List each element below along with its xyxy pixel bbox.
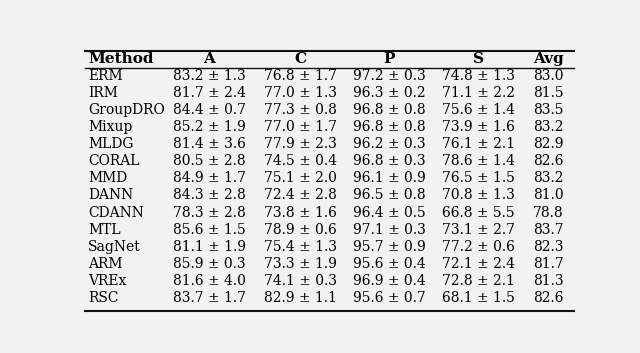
Text: 96.2 ± 0.3: 96.2 ± 0.3 (353, 137, 426, 151)
Text: 82.6: 82.6 (533, 291, 563, 305)
Text: Mixup: Mixup (88, 120, 132, 134)
Text: 83.2 ± 1.3: 83.2 ± 1.3 (173, 69, 245, 83)
Text: MLDG: MLDG (88, 137, 133, 151)
Text: 78.3 ± 2.8: 78.3 ± 2.8 (173, 205, 245, 220)
Text: 80.5 ± 2.8: 80.5 ± 2.8 (173, 154, 245, 168)
Text: IRM: IRM (88, 86, 118, 100)
Text: 83.2: 83.2 (533, 120, 563, 134)
Text: MMD: MMD (88, 172, 127, 185)
Text: 96.5 ± 0.8: 96.5 ± 0.8 (353, 189, 426, 203)
Text: 77.9 ± 2.3: 77.9 ± 2.3 (264, 137, 337, 151)
Text: 78.8: 78.8 (533, 205, 563, 220)
Text: 96.8 ± 0.8: 96.8 ± 0.8 (353, 120, 426, 134)
Text: 85.2 ± 1.9: 85.2 ± 1.9 (173, 120, 245, 134)
Text: 66.8 ± 5.5: 66.8 ± 5.5 (442, 205, 515, 220)
Text: 81.7: 81.7 (532, 257, 563, 271)
Text: 75.4 ± 1.3: 75.4 ± 1.3 (264, 240, 337, 254)
Text: 73.1 ± 2.7: 73.1 ± 2.7 (442, 223, 515, 237)
Text: Method: Method (88, 52, 154, 66)
Text: 81.3: 81.3 (533, 274, 563, 288)
Text: 83.7 ± 1.7: 83.7 ± 1.7 (173, 291, 246, 305)
Text: 68.1 ± 1.5: 68.1 ± 1.5 (442, 291, 515, 305)
Text: MTL: MTL (88, 223, 120, 237)
Text: CDANN: CDANN (88, 205, 144, 220)
Text: 76.1 ± 2.1: 76.1 ± 2.1 (442, 137, 515, 151)
Text: 77.0 ± 1.7: 77.0 ± 1.7 (264, 120, 337, 134)
Text: 73.3 ± 1.9: 73.3 ± 1.9 (264, 257, 337, 271)
Text: ERM: ERM (88, 69, 123, 83)
Text: 71.1 ± 2.2: 71.1 ± 2.2 (442, 86, 515, 100)
Text: 70.8 ± 1.3: 70.8 ± 1.3 (442, 189, 515, 203)
Text: 74.5 ± 0.4: 74.5 ± 0.4 (264, 154, 337, 168)
Text: 97.2 ± 0.3: 97.2 ± 0.3 (353, 69, 426, 83)
Text: 81.0: 81.0 (533, 189, 563, 203)
Text: 75.1 ± 2.0: 75.1 ± 2.0 (264, 172, 337, 185)
Text: 96.4 ± 0.5: 96.4 ± 0.5 (353, 205, 426, 220)
Text: 77.2 ± 0.6: 77.2 ± 0.6 (442, 240, 515, 254)
Text: A: A (203, 52, 215, 66)
Text: 73.8 ± 1.6: 73.8 ± 1.6 (264, 205, 337, 220)
Text: 82.9: 82.9 (533, 137, 563, 151)
Text: 78.9 ± 0.6: 78.9 ± 0.6 (264, 223, 337, 237)
Text: 81.1 ± 1.9: 81.1 ± 1.9 (173, 240, 246, 254)
Text: 82.9 ± 1.1: 82.9 ± 1.1 (264, 291, 337, 305)
Text: 83.5: 83.5 (533, 103, 563, 117)
Text: 73.9 ± 1.6: 73.9 ± 1.6 (442, 120, 515, 134)
Text: 78.6 ± 1.4: 78.6 ± 1.4 (442, 154, 515, 168)
Text: 72.4 ± 2.8: 72.4 ± 2.8 (264, 189, 337, 203)
Text: 96.9 ± 0.4: 96.9 ± 0.4 (353, 274, 426, 288)
Text: 95.6 ± 0.4: 95.6 ± 0.4 (353, 257, 426, 271)
Text: 77.3 ± 0.8: 77.3 ± 0.8 (264, 103, 337, 117)
Text: 83.7: 83.7 (533, 223, 563, 237)
Text: 96.3 ± 0.2: 96.3 ± 0.2 (353, 86, 426, 100)
Text: Avg: Avg (532, 52, 563, 66)
Text: 74.8 ± 1.3: 74.8 ± 1.3 (442, 69, 515, 83)
Text: 84.4 ± 0.7: 84.4 ± 0.7 (173, 103, 246, 117)
Text: 96.8 ± 0.8: 96.8 ± 0.8 (353, 103, 426, 117)
Text: 85.9 ± 0.3: 85.9 ± 0.3 (173, 257, 245, 271)
Text: 95.7 ± 0.9: 95.7 ± 0.9 (353, 240, 426, 254)
Text: 81.4 ± 3.6: 81.4 ± 3.6 (173, 137, 246, 151)
Text: 84.3 ± 2.8: 84.3 ± 2.8 (173, 189, 245, 203)
Text: 81.7 ± 2.4: 81.7 ± 2.4 (173, 86, 246, 100)
Text: 83.0: 83.0 (533, 69, 563, 83)
Text: 83.2: 83.2 (533, 172, 563, 185)
Text: GroupDRO: GroupDRO (88, 103, 164, 117)
Text: P: P (383, 52, 395, 66)
Text: 96.1 ± 0.9: 96.1 ± 0.9 (353, 172, 426, 185)
Text: CORAL: CORAL (88, 154, 140, 168)
Text: 81.6 ± 4.0: 81.6 ± 4.0 (173, 274, 246, 288)
Text: ARM: ARM (88, 257, 122, 271)
Text: 82.6: 82.6 (533, 154, 563, 168)
Text: 84.9 ± 1.7: 84.9 ± 1.7 (173, 172, 246, 185)
Text: 96.8 ± 0.3: 96.8 ± 0.3 (353, 154, 426, 168)
Text: 77.0 ± 1.3: 77.0 ± 1.3 (264, 86, 337, 100)
Text: 72.8 ± 2.1: 72.8 ± 2.1 (442, 274, 515, 288)
Text: S: S (473, 52, 484, 66)
Text: VREx: VREx (88, 274, 126, 288)
Text: DANN: DANN (88, 189, 133, 203)
Text: 75.6 ± 1.4: 75.6 ± 1.4 (442, 103, 515, 117)
Text: 72.1 ± 2.4: 72.1 ± 2.4 (442, 257, 515, 271)
Text: C: C (294, 52, 307, 66)
Text: SagNet: SagNet (88, 240, 141, 254)
Text: 76.8 ± 1.7: 76.8 ± 1.7 (264, 69, 337, 83)
Text: 81.5: 81.5 (533, 86, 563, 100)
Text: 76.5 ± 1.5: 76.5 ± 1.5 (442, 172, 515, 185)
Text: RSC: RSC (88, 291, 118, 305)
Text: 82.3: 82.3 (533, 240, 563, 254)
Text: 85.6 ± 1.5: 85.6 ± 1.5 (173, 223, 245, 237)
Text: 97.1 ± 0.3: 97.1 ± 0.3 (353, 223, 426, 237)
Text: 74.1 ± 0.3: 74.1 ± 0.3 (264, 274, 337, 288)
Text: 95.6 ± 0.7: 95.6 ± 0.7 (353, 291, 426, 305)
